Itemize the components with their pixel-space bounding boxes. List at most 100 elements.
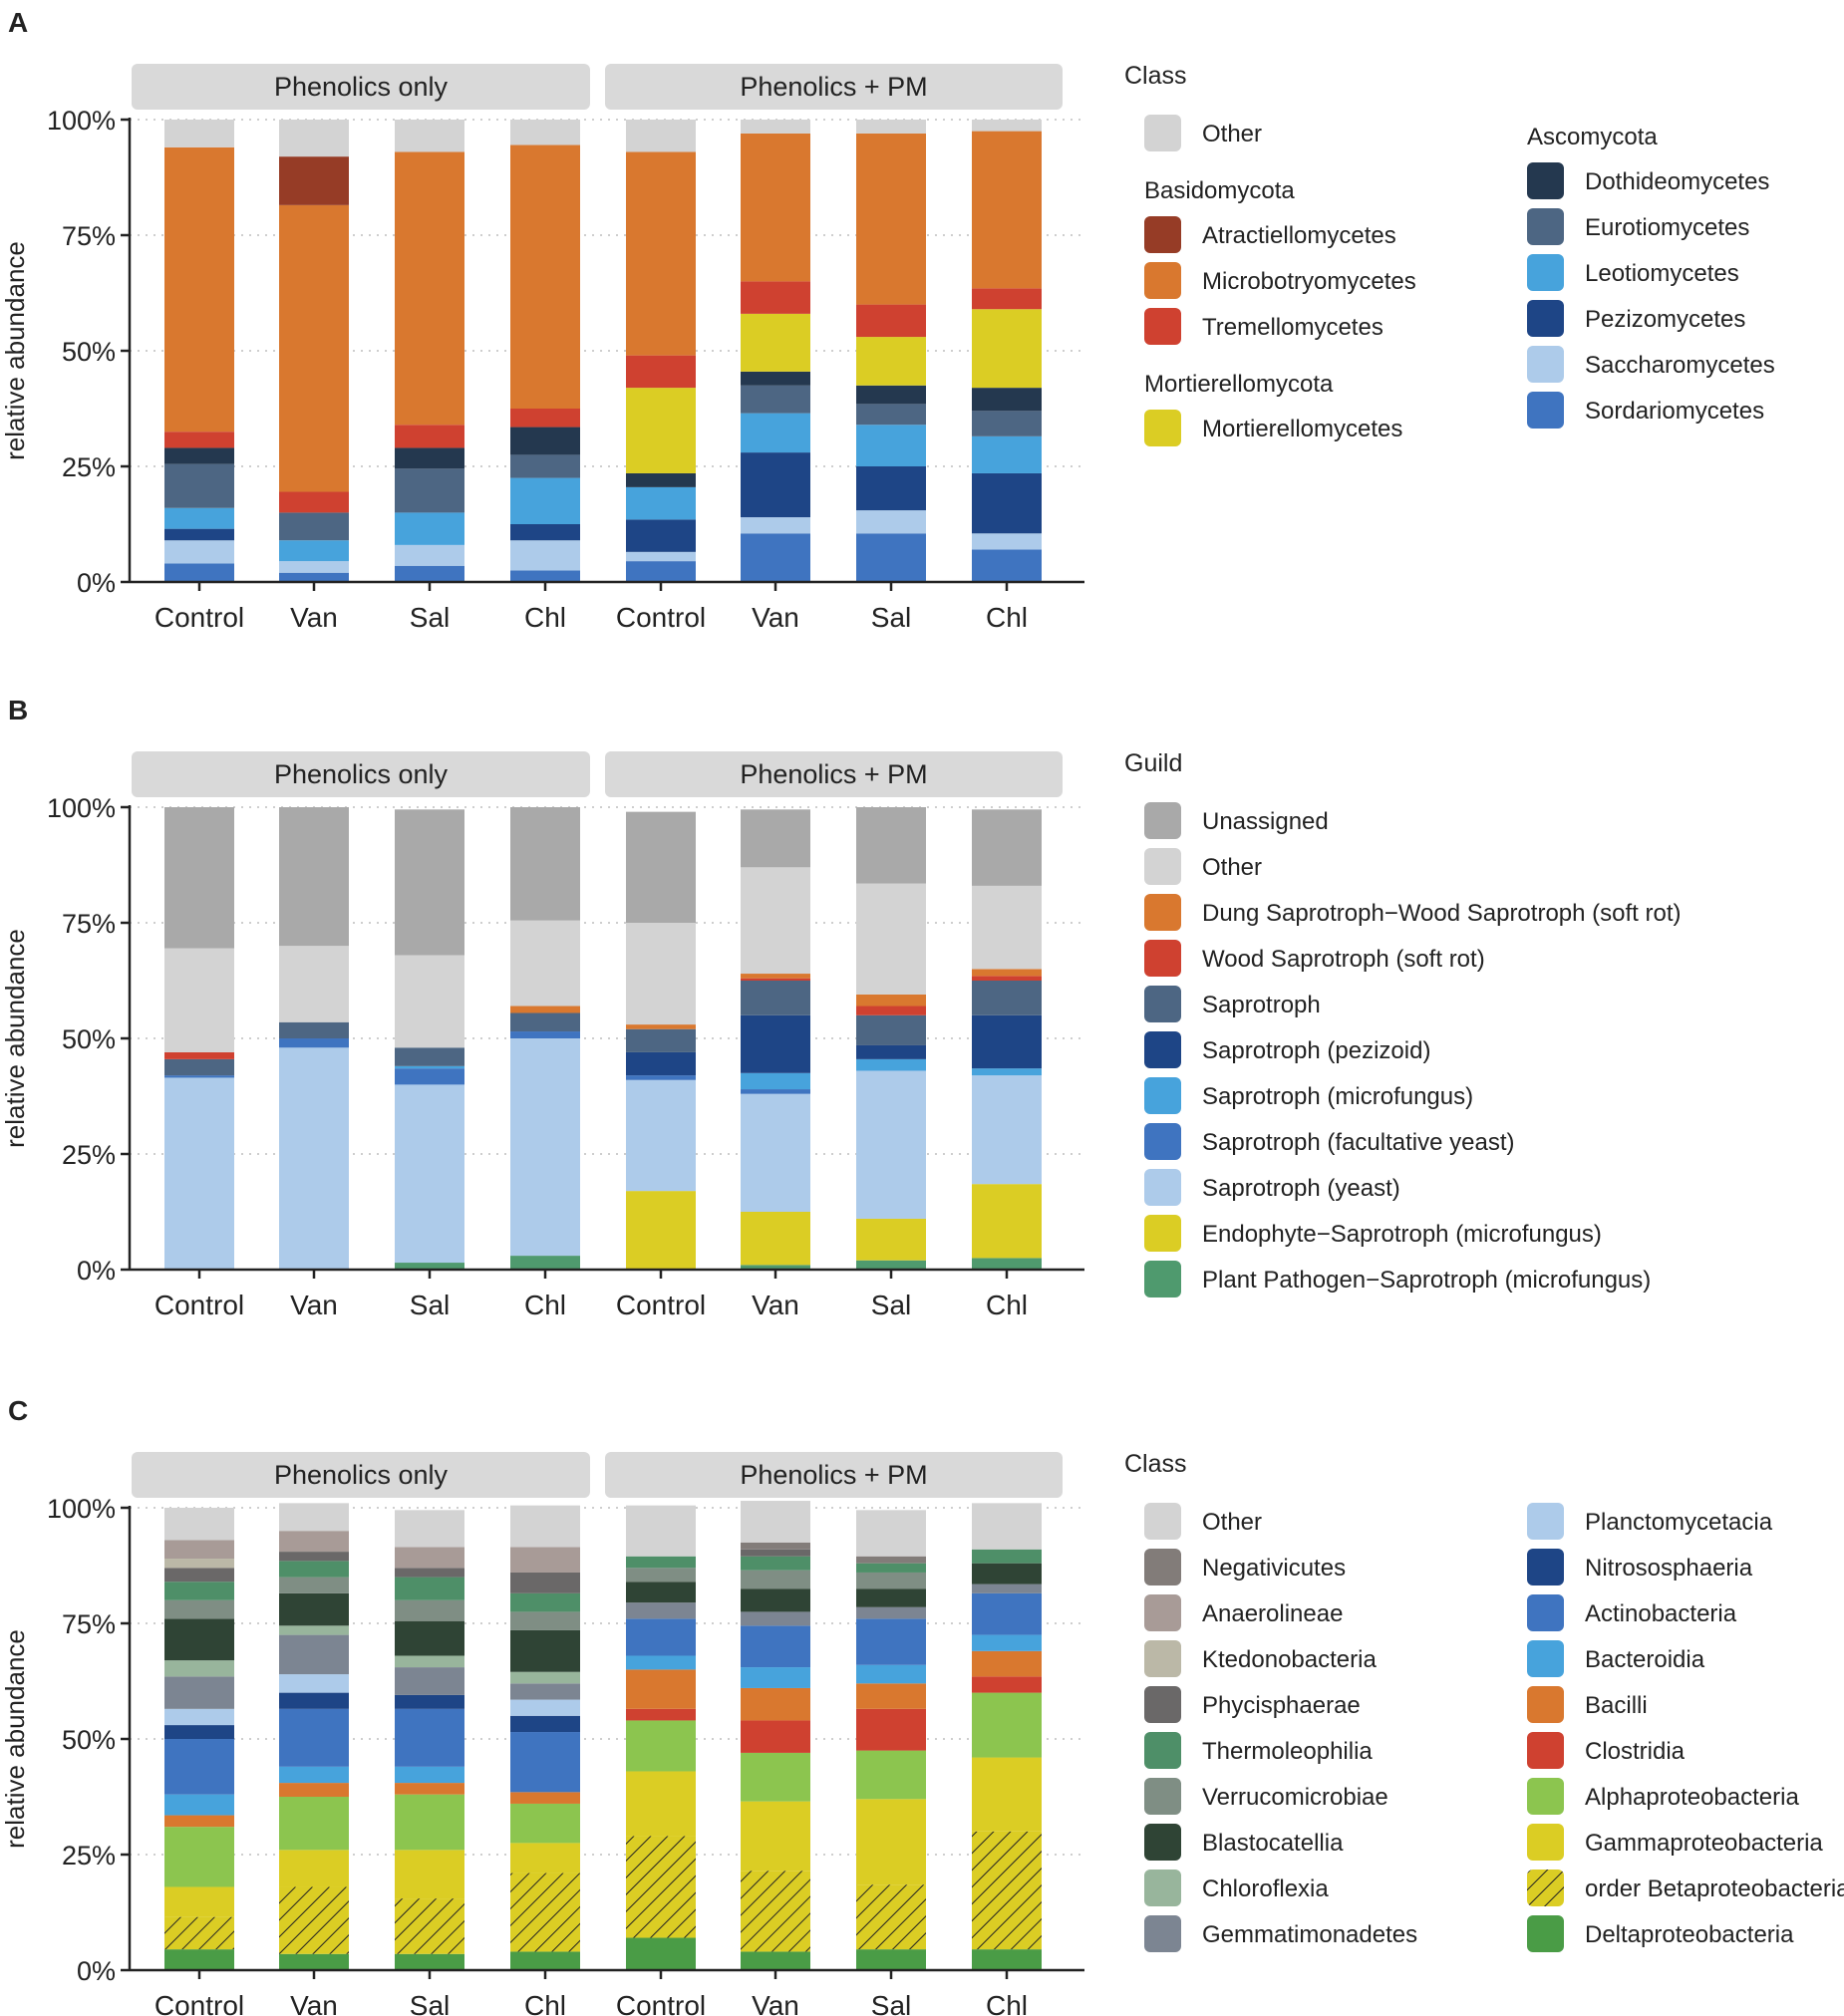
bar-segment-eurotiomycetes bbox=[279, 512, 349, 541]
bar-segment-phycisphaerae bbox=[510, 1572, 580, 1593]
bar-segment-blastocatellia bbox=[741, 1588, 810, 1612]
bar-segment-verrucomicrobiae bbox=[164, 1599, 234, 1619]
legend-label: Verrucomicrobiae bbox=[1202, 1784, 1388, 1811]
bar-segment-planctomycetacia bbox=[510, 1699, 580, 1716]
legend-label: Ktedonobacteria bbox=[1202, 1646, 1377, 1673]
bar-segment-order-betaproteobacteriales bbox=[741, 1871, 810, 1952]
bar-segment-dothideomycetes bbox=[510, 427, 580, 455]
bar-segment-saccharomycetes bbox=[626, 551, 696, 562]
x-tick-label: Van bbox=[752, 1990, 799, 2016]
legend-swatch bbox=[1527, 1915, 1564, 1952]
legend-swatch bbox=[1144, 1261, 1181, 1297]
bar-segment-thermoleophilia bbox=[856, 1563, 926, 1573]
legend-label: Other bbox=[1202, 854, 1262, 881]
y-tick-label: 100% bbox=[47, 106, 116, 136]
legend-swatch bbox=[1144, 802, 1181, 839]
legend-label: Blastocatellia bbox=[1202, 1830, 1344, 1857]
legend-label: Anaerolineae bbox=[1202, 1600, 1343, 1627]
bar-segment-actinobacteria bbox=[972, 1592, 1042, 1635]
bar-segment-anaerolineae bbox=[279, 1531, 349, 1553]
bar-segment-phycisphaerae bbox=[395, 1568, 464, 1578]
legend-swatch bbox=[1144, 1503, 1181, 1540]
bar-segment-saprotroph-facultative-yeast- bbox=[510, 1031, 580, 1038]
legend-swatch bbox=[1527, 300, 1564, 337]
bar-segment-pezizomycetes bbox=[741, 452, 810, 518]
bar-segment-verrucomicrobiae bbox=[279, 1577, 349, 1593]
legend-swatch bbox=[1144, 1215, 1181, 1252]
legend-label: Alphaproteobacteria bbox=[1585, 1784, 1799, 1811]
bar-segment-chloroflexia bbox=[395, 1655, 464, 1668]
legend-swatch bbox=[1144, 1686, 1181, 1723]
bar-segment-leotiomycetes bbox=[626, 486, 696, 520]
x-tick-label: Sal bbox=[410, 1990, 450, 2016]
bar-segment-saccharomycetes bbox=[164, 540, 234, 564]
legend-swatch bbox=[1144, 894, 1181, 931]
facet-label: Phenolics only bbox=[274, 759, 449, 789]
bar-segment-gemmatimonadetes bbox=[972, 1584, 1042, 1593]
x-tick-label: Van bbox=[290, 602, 338, 633]
legend-label: Dothideomycetes bbox=[1585, 168, 1769, 195]
legend-swatch bbox=[1527, 1594, 1564, 1631]
y-axis-title: relative abundance bbox=[0, 1629, 30, 1849]
bar-segment-verrucomicrobiae bbox=[856, 1572, 926, 1589]
bar-segment-dung-saprotroph-wood-saprotroph-soft-rot- bbox=[626, 1024, 696, 1029]
bar-segment-saprotroph-microfungus- bbox=[741, 1072, 810, 1090]
bar-segment-other bbox=[741, 867, 810, 975]
bar-segment-bacilli bbox=[626, 1669, 696, 1709]
legend-label: order Betaproteobacteriales bbox=[1585, 1875, 1844, 1902]
bar-segment-blastocatellia bbox=[164, 1618, 234, 1661]
legend-label: Microbotryomycetes bbox=[1202, 268, 1416, 295]
bar-segment-bacteroidia bbox=[626, 1655, 696, 1670]
bar-segment-gammaproteobacteria bbox=[279, 1850, 349, 1887]
bar-segment-other bbox=[972, 885, 1042, 970]
legend-label: Eurotiomycetes bbox=[1585, 214, 1749, 241]
x-tick-label: Control bbox=[616, 1290, 706, 1320]
bar-segment-blastocatellia bbox=[972, 1563, 1042, 1584]
legend-swatch bbox=[1527, 1549, 1564, 1585]
bar-segment-dung-saprotroph-wood-saprotroph-soft-rot- bbox=[510, 1006, 580, 1013]
bar-segment-leotiomycetes bbox=[279, 540, 349, 562]
bar-segment-sordariomycetes bbox=[510, 570, 580, 582]
x-tick-label: Chl bbox=[524, 1290, 566, 1320]
bar-segment-pezizomycetes bbox=[510, 524, 580, 541]
bar-segment-actinobacteria bbox=[164, 1739, 234, 1795]
legend-label: Saprotroph (yeast) bbox=[1202, 1175, 1400, 1202]
bar-segment-unassigned bbox=[279, 807, 349, 947]
x-tick-label: Sal bbox=[410, 602, 450, 633]
bar-segment-gemmatimonadetes bbox=[510, 1683, 580, 1700]
bar-segment-dung-saprotroph-wood-saprotroph-soft-rot- bbox=[741, 974, 810, 979]
bar-segment-other bbox=[164, 1508, 234, 1541]
bar-segment-sordariomycetes bbox=[164, 563, 234, 582]
y-tick-label: 75% bbox=[62, 221, 116, 251]
bar-segment-gammaproteobacteria bbox=[164, 1886, 234, 1917]
bar-segment-plant-pathogen-saprotroph-microfungus- bbox=[741, 1265, 810, 1270]
bar-segment-dung-saprotroph-wood-saprotroph-soft-rot- bbox=[972, 969, 1042, 977]
legend-swatch bbox=[1527, 208, 1564, 245]
bar-segment-plant-pathogen-saprotroph-microfungus- bbox=[395, 1263, 464, 1270]
bar-segment-saprotroph-microfungus- bbox=[972, 1068, 1042, 1076]
bar-segment-saprotroph bbox=[510, 1012, 580, 1032]
bar-segment-actinobacteria bbox=[741, 1625, 810, 1668]
bar-segment-saccharomycetes bbox=[279, 561, 349, 573]
bar-segment-saprotroph bbox=[395, 1047, 464, 1066]
y-tick-label: 25% bbox=[62, 452, 116, 482]
bar-segment-saprotroph-yeast- bbox=[395, 1084, 464, 1264]
bar-segment-other bbox=[164, 120, 234, 147]
legend-label: Wood Saprotroph (soft rot) bbox=[1202, 946, 1485, 973]
bar-segment-sordariomycetes bbox=[741, 533, 810, 582]
bar-segment-other bbox=[626, 120, 696, 152]
bar-segment-verrucomicrobiae bbox=[741, 1570, 810, 1589]
legend-label: Tremellomycetes bbox=[1202, 314, 1383, 341]
bar-segment-phycisphaerae bbox=[741, 1549, 810, 1557]
bar-segment-nitrososphaeria bbox=[510, 1715, 580, 1733]
bar-segment-unassigned bbox=[626, 811, 696, 923]
x-tick-label: Control bbox=[154, 1990, 244, 2016]
bar-segment-nitrososphaeria bbox=[164, 1725, 234, 1739]
bar-segment-other bbox=[626, 923, 696, 1025]
bar-segment-alphaproteobacteria bbox=[279, 1797, 349, 1851]
bar-segment-saprotroph bbox=[856, 1014, 926, 1045]
bar-segment-other bbox=[856, 883, 926, 995]
bar-segment-saprotroph-microfungus- bbox=[395, 1065, 464, 1069]
bar-segment-unassigned bbox=[395, 809, 464, 956]
x-tick-label: Chl bbox=[524, 602, 566, 633]
